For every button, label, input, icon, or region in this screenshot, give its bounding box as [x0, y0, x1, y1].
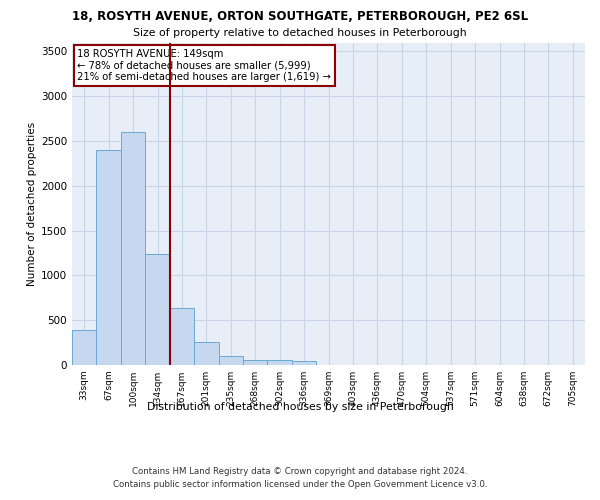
- Bar: [268, 360, 292, 365]
- Text: Contains HM Land Registry data © Crown copyright and database right 2024.
Contai: Contains HM Land Registry data © Crown c…: [113, 468, 487, 489]
- Text: Distribution of detached houses by size in Peterborough: Distribution of detached houses by size …: [146, 402, 454, 412]
- Bar: [218, 356, 243, 365]
- Bar: [121, 132, 145, 365]
- Bar: [292, 362, 316, 365]
- Bar: [97, 150, 121, 365]
- Bar: [170, 308, 194, 365]
- Bar: [243, 360, 268, 365]
- Y-axis label: Number of detached properties: Number of detached properties: [27, 122, 37, 286]
- Text: Size of property relative to detached houses in Peterborough: Size of property relative to detached ho…: [133, 28, 467, 38]
- Bar: [72, 330, 97, 365]
- Text: 18, ROSYTH AVENUE, ORTON SOUTHGATE, PETERBOROUGH, PE2 6SL: 18, ROSYTH AVENUE, ORTON SOUTHGATE, PETE…: [72, 10, 528, 23]
- Bar: [194, 342, 218, 365]
- Bar: [145, 254, 170, 365]
- Text: 18 ROSYTH AVENUE: 149sqm
← 78% of detached houses are smaller (5,999)
21% of sem: 18 ROSYTH AVENUE: 149sqm ← 78% of detach…: [77, 49, 331, 82]
